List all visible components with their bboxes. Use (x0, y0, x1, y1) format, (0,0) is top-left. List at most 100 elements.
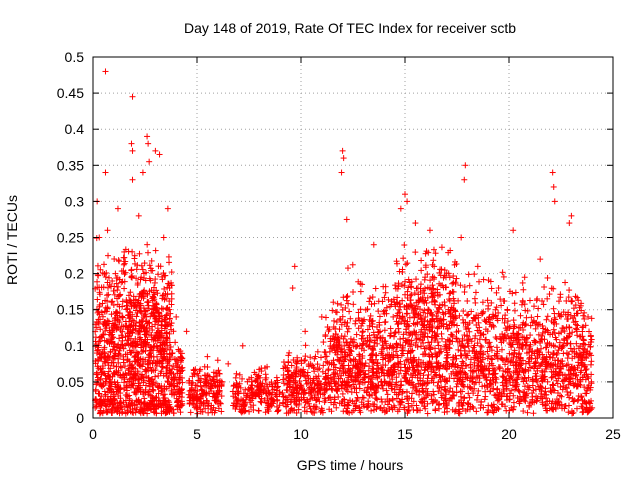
data-point (144, 291, 151, 298)
data-point (338, 301, 345, 308)
data-point (522, 321, 529, 328)
data-point (403, 389, 410, 396)
data-point (155, 263, 162, 270)
data-point (102, 297, 109, 304)
data-point (96, 289, 103, 296)
data-point (145, 319, 152, 326)
data-point (151, 342, 158, 349)
data-point (109, 346, 116, 353)
data-point (135, 330, 142, 337)
data-point (302, 328, 309, 335)
data-point (169, 366, 176, 373)
data-point (448, 331, 455, 338)
data-point (438, 244, 445, 251)
data-point (144, 133, 151, 140)
data-point (343, 297, 350, 304)
y-tick-label: 0 (76, 410, 84, 426)
data-point (111, 353, 118, 360)
data-point (102, 169, 109, 176)
data-point (98, 309, 105, 316)
data-point (344, 328, 351, 335)
data-point (111, 369, 118, 376)
data-point (104, 409, 111, 416)
data-point (150, 294, 157, 301)
data-point (122, 363, 129, 370)
data-point (567, 345, 574, 352)
data-point (114, 371, 121, 378)
data-point (542, 402, 549, 409)
data-point (102, 352, 109, 359)
x-tick-label: 5 (193, 426, 201, 442)
data-point (158, 404, 165, 411)
data-point (521, 274, 528, 281)
data-point (183, 328, 190, 335)
data-point (129, 176, 136, 183)
data-point (302, 342, 309, 349)
data-point (124, 407, 131, 414)
data-point (96, 410, 103, 417)
data-point (142, 386, 149, 393)
data-point (128, 362, 135, 369)
data-point (550, 326, 557, 333)
data-point (168, 269, 175, 276)
data-point (160, 392, 167, 399)
data-point (134, 280, 141, 287)
data-point (120, 353, 127, 360)
data-point (511, 307, 518, 314)
data-point (124, 299, 131, 306)
data-point (464, 311, 471, 318)
data-point (160, 292, 167, 299)
data-point (179, 355, 186, 362)
data-point (349, 261, 356, 268)
data-point (163, 312, 170, 319)
data-point (176, 386, 183, 393)
data-point (95, 346, 102, 353)
data-point (461, 289, 468, 296)
data-point (170, 371, 177, 378)
data-point (372, 285, 379, 292)
data-point (204, 363, 211, 370)
data-point (146, 388, 153, 395)
data-point (173, 356, 180, 363)
data-point (123, 372, 130, 379)
data-point (100, 382, 107, 389)
data-point (565, 409, 572, 416)
data-point (98, 284, 105, 291)
data-point (106, 281, 113, 288)
data-point (140, 314, 147, 321)
data-point (163, 365, 170, 372)
data-point (153, 329, 160, 336)
data-point (537, 256, 544, 263)
data-point (170, 328, 177, 335)
data-point (472, 289, 479, 296)
data-point (98, 354, 105, 361)
data-point (165, 321, 172, 328)
data-point (531, 338, 538, 345)
data-point (152, 315, 159, 322)
data-point (97, 326, 104, 333)
data-point (239, 342, 246, 349)
data-point (163, 311, 170, 318)
data-point (150, 336, 157, 343)
data-point (557, 291, 564, 298)
data-point (148, 331, 155, 338)
data-point (166, 298, 173, 305)
data-point (101, 344, 108, 351)
data-point (347, 315, 354, 322)
data-point (471, 271, 478, 278)
data-point (132, 365, 139, 372)
data-point (474, 263, 481, 270)
data-point (95, 308, 102, 315)
data-point (115, 386, 122, 393)
data-point (122, 318, 129, 325)
data-point (128, 273, 135, 280)
data-point (102, 274, 109, 281)
data-point (136, 250, 143, 257)
data-point (412, 249, 419, 256)
data-point (150, 379, 157, 386)
data-point (154, 353, 161, 360)
data-point (178, 374, 185, 381)
data-point (543, 316, 550, 323)
data-point (129, 339, 136, 346)
data-point (350, 301, 357, 308)
